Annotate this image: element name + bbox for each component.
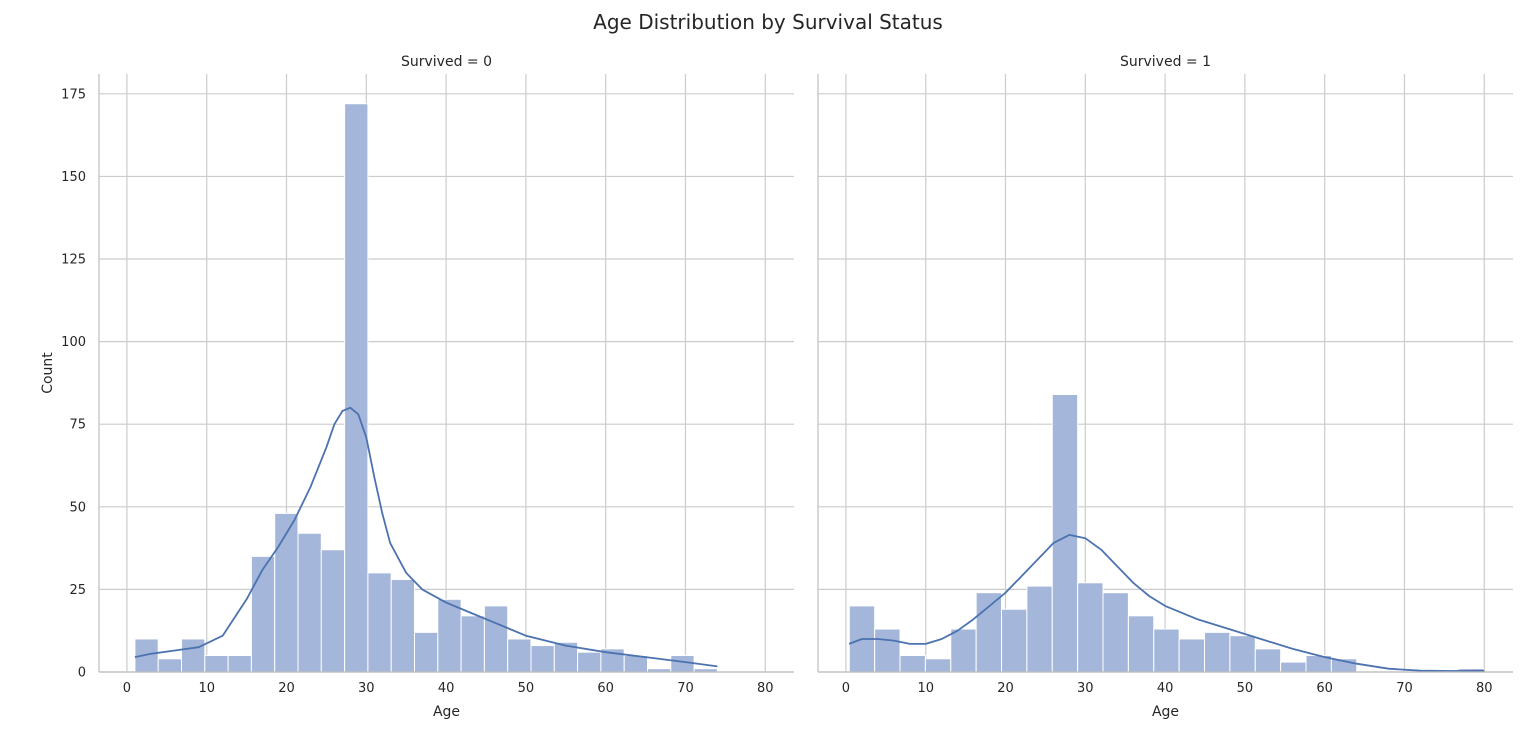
histogram-bar	[483, 605, 509, 673]
kde-line	[848, 534, 1485, 672]
x-tick-label: 0	[842, 681, 850, 696]
x-tick-label: 30	[358, 681, 375, 696]
panel-title: Survived = 1	[1120, 54, 1211, 70]
x-axis-label: Age	[433, 704, 460, 720]
x-tick-label: 10	[198, 681, 215, 696]
panel-survived-0: 0 10 20 30 40 50 60 70 80 0 25 50 75 100 125 150 175 Coun…	[40, 54, 794, 720]
x-tick-label: 20	[997, 681, 1014, 696]
y-tick-label: 50	[69, 500, 86, 515]
histogram-bar	[320, 549, 346, 673]
histogram-bar	[950, 628, 977, 673]
x-tick-label: 0	[123, 681, 131, 696]
histogram-bar	[157, 658, 183, 673]
histogram-bar	[344, 103, 369, 673]
panel-survived-1: 0 10 20 30 40 50 60 70 80 Age Survived = 1	[817, 54, 1513, 720]
histogram-bar	[1127, 615, 1155, 673]
x-tick-label: 40	[438, 681, 455, 696]
histogram-bar	[507, 638, 532, 673]
histogram-bar	[670, 654, 695, 673]
y-tick-label: 25	[69, 583, 86, 598]
y-tick-label: 0	[78, 666, 86, 681]
y-tick-label: 175	[61, 87, 86, 102]
figure-title: Age Distribution by Survival Status	[593, 10, 943, 34]
histogram-bar	[924, 658, 952, 673]
histogram-bar	[975, 592, 1003, 673]
y-tick-label: 100	[61, 335, 86, 350]
histogram-bar	[1254, 648, 1282, 673]
panel-title: Survived = 0	[401, 54, 492, 70]
x-tick-label: 80	[1476, 681, 1493, 696]
histogram-bar	[874, 628, 901, 673]
histogram-bar	[1178, 638, 1206, 673]
histogram-bar	[227, 654, 252, 673]
histogram-bar	[437, 598, 462, 673]
histogram-bar	[1077, 582, 1104, 673]
x-tick-label: 30	[1077, 681, 1094, 696]
histogram-bar	[1229, 635, 1256, 673]
x-tick-label: 70	[1396, 681, 1413, 696]
x-tick-label: 80	[757, 681, 774, 696]
y-tick-label: 125	[61, 253, 86, 268]
histogram-bar	[1102, 592, 1129, 673]
x-tick-label: 10	[917, 681, 934, 696]
x-tick-label: 70	[677, 681, 694, 696]
histogram-bar	[367, 572, 392, 673]
histogram-bar	[1280, 661, 1307, 673]
histogram-bar	[899, 654, 926, 673]
x-tick-label: 60	[1316, 681, 1333, 696]
x-tick-label: 60	[597, 681, 614, 696]
histogram-bar	[1204, 631, 1231, 673]
histogram-bar	[577, 651, 602, 673]
histogram-bar	[390, 578, 416, 673]
histogram-bar	[1153, 628, 1180, 673]
kde-line	[134, 406, 718, 668]
histogram-bar	[1026, 585, 1053, 673]
histogram-bar	[530, 645, 555, 673]
histogram-bar	[1051, 393, 1079, 673]
y-tick-label: 150	[61, 170, 86, 185]
histogram-bar	[623, 654, 648, 673]
x-axis-label: Age	[1152, 704, 1179, 720]
histogram-bar	[414, 631, 439, 673]
histogram-bar	[274, 512, 299, 673]
histogram-bar	[460, 615, 485, 673]
x-tick-label: 40	[1157, 681, 1174, 696]
x-tick-label: 20	[278, 681, 295, 696]
x-tick-label: 50	[1237, 681, 1254, 696]
histogram-bar	[204, 654, 229, 673]
y-tick-label: 75	[69, 418, 86, 433]
y-axis-label: Count	[40, 352, 56, 394]
x-tick-label: 50	[518, 681, 535, 696]
histogram-bar	[1001, 608, 1028, 673]
histogram-bar	[250, 555, 276, 673]
histogram-bar	[181, 638, 206, 673]
histogram-bar	[297, 532, 322, 673]
